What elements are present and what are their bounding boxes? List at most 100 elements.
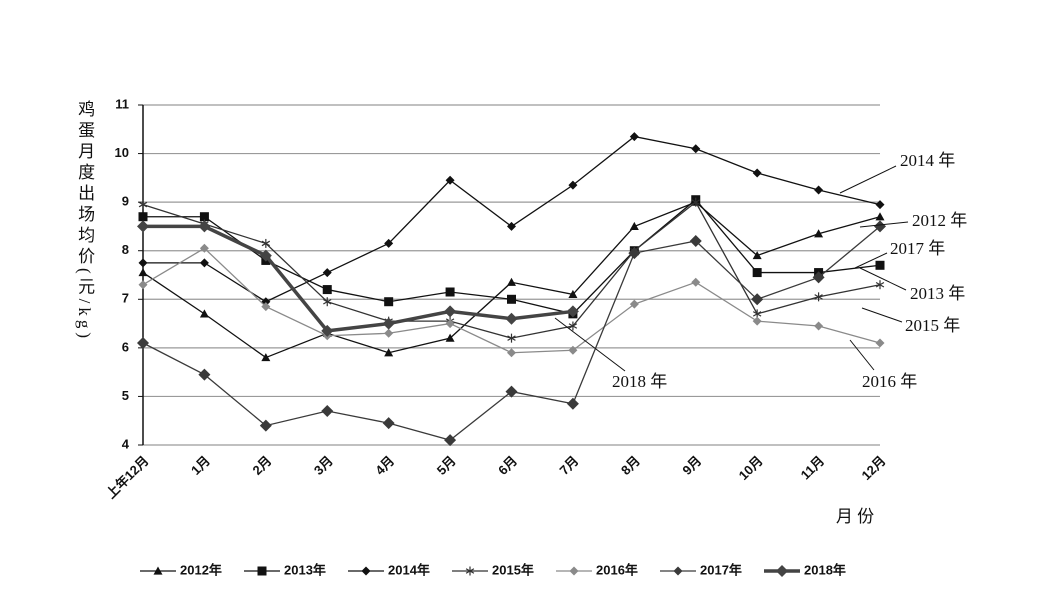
marker [628, 247, 641, 260]
y-axis-label: 鸡蛋月度出场均价(元/kg) [75, 100, 95, 342]
marker [568, 321, 578, 331]
legend-label: 2012年 [180, 562, 222, 577]
marker [569, 566, 579, 576]
marker [382, 417, 395, 430]
series-line [143, 224, 574, 333]
marker [384, 348, 394, 357]
marker [507, 277, 516, 286]
y-tick-label: 7 [122, 291, 129, 306]
marker [138, 258, 148, 268]
annotation-leader [859, 267, 907, 291]
legend-label: 2013年 [284, 562, 326, 577]
marker [138, 280, 148, 290]
marker [673, 566, 683, 576]
annotation: 2017 年 [890, 239, 945, 258]
marker [875, 260, 885, 270]
marker [322, 268, 332, 278]
marker [321, 324, 334, 337]
x-tick-label: 10月 [736, 453, 766, 483]
annotation-leader [554, 317, 626, 372]
marker [752, 316, 762, 326]
marker [568, 180, 578, 190]
series-line [143, 135, 881, 303]
marker [691, 277, 701, 287]
marker [875, 200, 885, 210]
annotation-leader [854, 252, 888, 269]
marker [323, 297, 332, 307]
marker [384, 238, 394, 248]
marker [691, 144, 701, 154]
marker [138, 212, 148, 222]
marker [814, 292, 823, 302]
marker [199, 309, 209, 318]
marker [507, 348, 516, 358]
marker [814, 185, 824, 195]
marker [776, 565, 788, 577]
x-axis-label: 月 份 [836, 507, 874, 526]
x-tick-label: 8月 [618, 453, 643, 478]
legend-label: 2016年 [596, 562, 638, 577]
marker [259, 419, 272, 432]
marker [259, 249, 272, 262]
marker [465, 566, 475, 576]
annotation-leader [849, 339, 875, 371]
marker [568, 289, 578, 299]
marker [261, 302, 271, 312]
marker [875, 280, 885, 290]
y-tick-label: 8 [122, 242, 129, 257]
y-tick-label: 9 [122, 194, 129, 209]
x-tick-label: 5月 [434, 453, 459, 478]
marker [361, 566, 371, 576]
marker [689, 235, 702, 247]
x-tick-label: 9月 [679, 453, 704, 478]
legend-label: 2015年 [492, 562, 534, 577]
marker [691, 197, 700, 207]
marker [752, 168, 762, 178]
legend-label: 2018年 [804, 562, 846, 577]
marker [445, 319, 455, 329]
marker [629, 221, 639, 231]
marker [261, 238, 271, 248]
marker-stroke [814, 294, 823, 300]
marker [445, 333, 455, 342]
marker [445, 287, 455, 297]
marker [566, 397, 579, 410]
marker [257, 566, 267, 576]
annotation: 2014 年 [900, 151, 955, 170]
annotation-leader [861, 307, 903, 323]
marker-stroke [138, 201, 148, 208]
marker [198, 368, 211, 381]
marker-stroke [323, 298, 332, 305]
marker [137, 337, 149, 349]
marker [198, 220, 211, 233]
y-tick-label: 10 [115, 145, 129, 160]
x-tick-label: 1月 [188, 453, 213, 478]
marker [874, 220, 886, 233]
marker [444, 305, 457, 318]
marker [568, 345, 578, 355]
marker [812, 271, 825, 284]
marker-stroke [261, 240, 271, 247]
annotation-leader [859, 221, 909, 228]
y-tick-label: 4 [122, 436, 130, 451]
marker [382, 317, 395, 330]
marker-stroke [752, 311, 762, 317]
marker [138, 268, 148, 277]
x-tick-label: 上年12月 [103, 453, 151, 501]
x-tick-label: 2月 [249, 453, 274, 478]
marker [153, 566, 163, 575]
marker [199, 243, 209, 253]
marker-stroke [465, 568, 475, 574]
annotation-leader [839, 165, 897, 194]
y-tick-label: 6 [122, 339, 129, 354]
marker [875, 338, 885, 348]
marker-stroke [875, 281, 885, 288]
marker [321, 405, 334, 417]
marker [199, 258, 209, 268]
annotation: 2012 年 [912, 211, 967, 230]
marker [261, 353, 271, 362]
marker [505, 385, 518, 398]
annotation: 2013 年 [910, 284, 965, 303]
marker-stroke [568, 323, 578, 329]
